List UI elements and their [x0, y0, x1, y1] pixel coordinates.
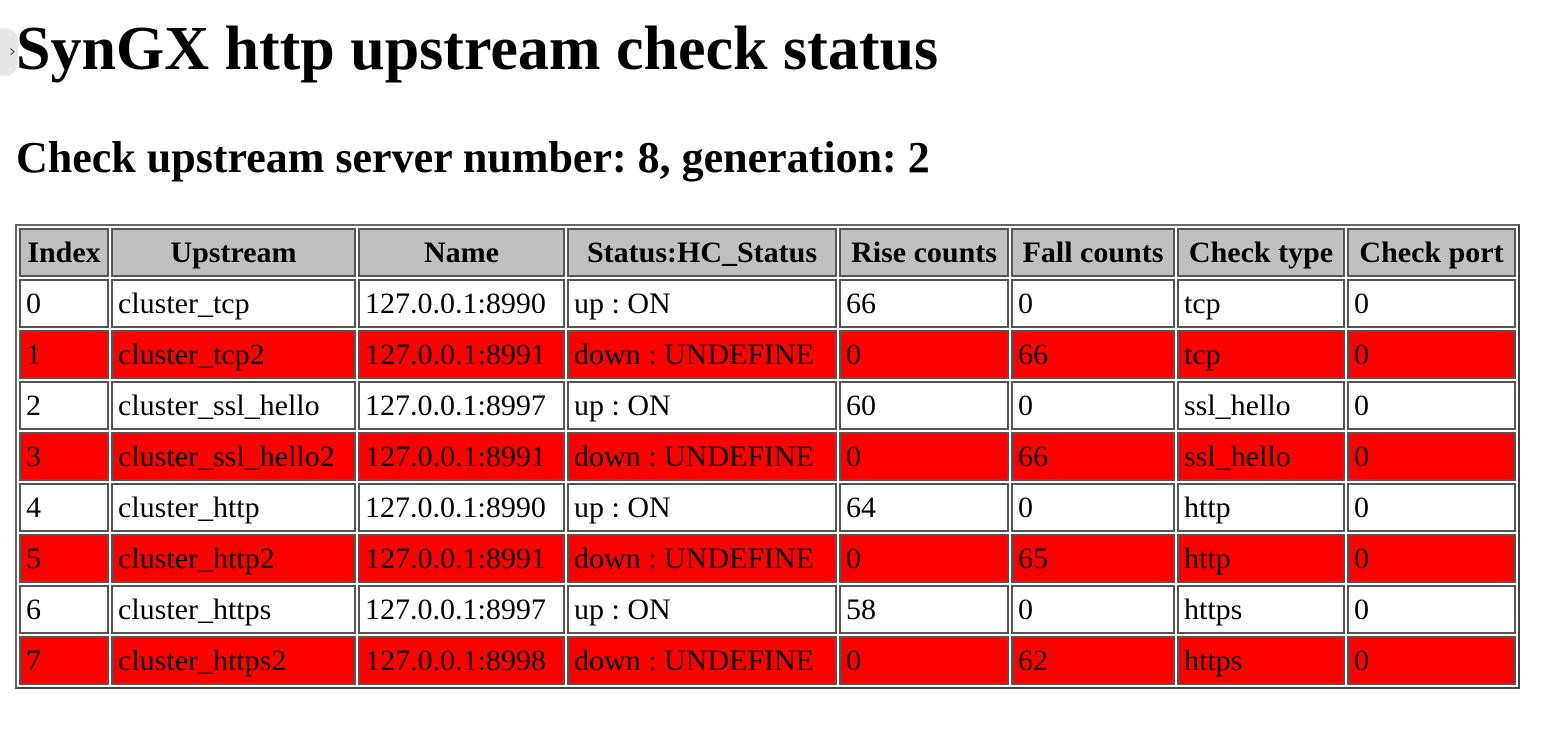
- cell-index: 1: [19, 330, 109, 379]
- cell-status: down : UNDEFINE: [567, 432, 837, 481]
- table-row: 3 cluster_ssl_hello2 127.0.0.1:8991 down : …: [19, 432, 1516, 481]
- cell-fall-counts: 66: [1011, 330, 1175, 379]
- cell-upstream: cluster_http: [111, 483, 356, 532]
- cell-check-type: ssl_hello: [1177, 432, 1345, 481]
- upstream-status-table: Index Upstream Name Status:HC_Status Rise co…: [15, 224, 1520, 689]
- column-header-rise-counts: Rise counts: [839, 228, 1009, 277]
- table-row: 1 cluster_tcp2 127.0.0.1:8991 down : UNDEFI…: [19, 330, 1516, 379]
- cell-upstream: cluster_ssl_hello2: [111, 432, 356, 481]
- cell-fall-counts: 0: [1011, 381, 1175, 430]
- cell-rise-counts: 60: [839, 381, 1009, 430]
- column-header-upstream: Upstream: [111, 228, 356, 277]
- cell-check-type: https: [1177, 636, 1345, 685]
- cell-check-port: 0: [1347, 381, 1516, 430]
- cell-fall-counts: 0: [1011, 279, 1175, 328]
- cell-name: 127.0.0.1:8991: [358, 330, 565, 379]
- cell-check-port: 0: [1347, 279, 1516, 328]
- cell-name: 127.0.0.1:8998: [358, 636, 565, 685]
- cell-name: 127.0.0.1:8990: [358, 483, 565, 532]
- cell-check-type: https: [1177, 585, 1345, 634]
- cell-index: 2: [19, 381, 109, 430]
- table-row: 6 cluster_https 127.0.0.1:8997 up : ON 58 0 ht…: [19, 585, 1516, 634]
- cell-check-port: 0: [1347, 585, 1516, 634]
- column-header-fall-counts: Fall counts: [1011, 228, 1175, 277]
- cell-index: 7: [19, 636, 109, 685]
- column-header-check-type: Check type: [1177, 228, 1345, 277]
- cell-index: 3: [19, 432, 109, 481]
- cell-check-port: 0: [1347, 636, 1516, 685]
- cell-check-type: http: [1177, 534, 1345, 583]
- table-row: 2 cluster_ssl_hello 127.0.0.1:8997 up : ON 6…: [19, 381, 1516, 430]
- cell-rise-counts: 0: [839, 534, 1009, 583]
- cell-fall-counts: 66: [1011, 432, 1175, 481]
- cell-upstream: cluster_http2: [111, 534, 356, 583]
- cell-index: 0: [19, 279, 109, 328]
- cell-fall-counts: 0: [1011, 585, 1175, 634]
- cell-fall-counts: 62: [1011, 636, 1175, 685]
- cell-check-port: 0: [1347, 330, 1516, 379]
- page-title: SynGX http upstream check status: [16, 15, 939, 83]
- cell-name: 127.0.0.1:8997: [358, 585, 565, 634]
- cell-fall-counts: 0: [1011, 483, 1175, 532]
- cell-index: 5: [19, 534, 109, 583]
- column-header-check-port: Check port: [1347, 228, 1516, 277]
- cell-index: 4: [19, 483, 109, 532]
- table-row: 5 cluster_http2 127.0.0.1:8991 down : UNDEF…: [19, 534, 1516, 583]
- cell-rise-counts: 0: [839, 330, 1009, 379]
- cell-check-type: tcp: [1177, 330, 1345, 379]
- cell-rise-counts: 58: [839, 585, 1009, 634]
- cell-check-type: tcp: [1177, 279, 1345, 328]
- chevron-right-icon[interactable]: ›: [0, 28, 18, 76]
- cell-name: 127.0.0.1:8991: [358, 534, 565, 583]
- page-subtitle: Check upstream server number: 8, generat…: [16, 133, 930, 182]
- cell-check-port: 0: [1347, 483, 1516, 532]
- cell-status: up : ON: [567, 381, 837, 430]
- cell-status: down : UNDEFINE: [567, 330, 837, 379]
- table-row: 4 cluster_http 127.0.0.1:8990 up : ON 64 0 htt…: [19, 483, 1516, 532]
- cell-name: 127.0.0.1:8997: [358, 381, 565, 430]
- cell-status: down : UNDEFINE: [567, 636, 837, 685]
- cell-upstream: cluster_https: [111, 585, 356, 634]
- cell-status: up : ON: [567, 483, 837, 532]
- table-row: 7 cluster_https2 127.0.0.1:8998 down : UNDE…: [19, 636, 1516, 685]
- column-header-index: Index: [19, 228, 109, 277]
- cell-fall-counts: 65: [1011, 534, 1175, 583]
- cell-upstream: cluster_https2: [111, 636, 356, 685]
- cell-rise-counts: 0: [839, 636, 1009, 685]
- cell-upstream: cluster_tcp: [111, 279, 356, 328]
- column-header-status: Status:HC_Status: [567, 228, 837, 277]
- table-header-row: Index Upstream Name Status:HC_Status Rise co…: [19, 228, 1516, 277]
- column-header-name: Name: [358, 228, 565, 277]
- cell-status: up : ON: [567, 279, 837, 328]
- cell-status: up : ON: [567, 585, 837, 634]
- cell-rise-counts: 0: [839, 432, 1009, 481]
- cell-check-type: ssl_hello: [1177, 381, 1345, 430]
- cell-upstream: cluster_ssl_hello: [111, 381, 356, 430]
- cell-check-port: 0: [1347, 534, 1516, 583]
- cell-rise-counts: 64: [839, 483, 1009, 532]
- cell-name: 127.0.0.1:8991: [358, 432, 565, 481]
- cell-index: 6: [19, 585, 109, 634]
- cell-check-port: 0: [1347, 432, 1516, 481]
- cell-check-type: http: [1177, 483, 1345, 532]
- cell-rise-counts: 66: [839, 279, 1009, 328]
- table-row: 0 cluster_tcp 127.0.0.1:8990 up : ON 66 0 tcp 0: [19, 279, 1516, 328]
- cell-name: 127.0.0.1:8990: [358, 279, 565, 328]
- cell-upstream: cluster_tcp2: [111, 330, 356, 379]
- cell-status: down : UNDEFINE: [567, 534, 837, 583]
